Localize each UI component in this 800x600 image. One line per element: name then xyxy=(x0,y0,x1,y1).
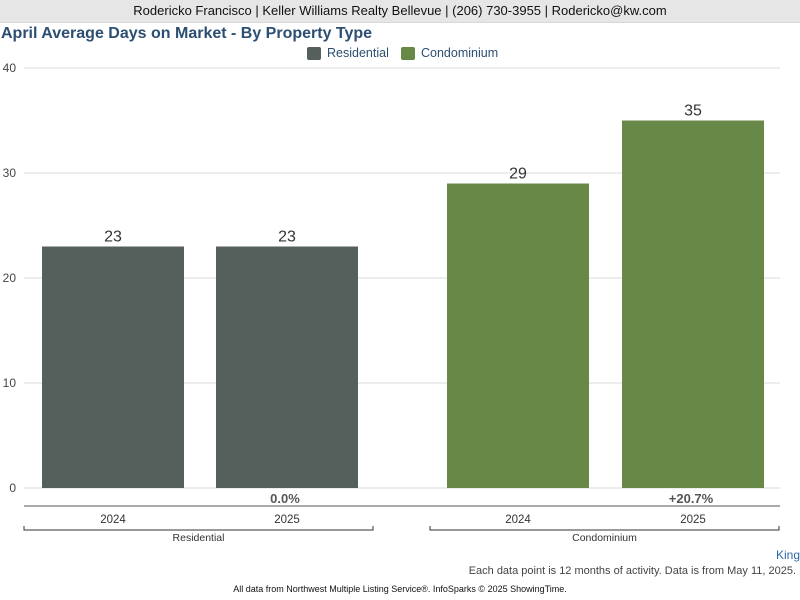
bar xyxy=(216,246,358,488)
y-tick-label: 0 xyxy=(9,481,16,495)
group-bracket xyxy=(23,526,374,531)
bar-value-label: 23 xyxy=(104,229,122,246)
bar-value-label: 23 xyxy=(278,229,296,246)
group-label: Residential xyxy=(173,532,225,544)
group-label: Condominium xyxy=(572,532,637,544)
y-tick-label: 20 xyxy=(3,271,17,285)
y-tick-label: 40 xyxy=(3,61,17,75)
y-tick-label: 30 xyxy=(3,166,17,180)
chart-title: April Average Days on Market - By Proper… xyxy=(1,25,373,42)
legend-swatch-condominium xyxy=(401,46,415,60)
legend-label-residential: Residential xyxy=(327,46,389,60)
legend-item-condominium[interactable]: Condominium xyxy=(401,46,498,60)
x-tick-label: 2025 xyxy=(680,514,706,526)
x-tick-label: 2025 xyxy=(274,514,300,526)
data-note: Each data point is 12 months of activity… xyxy=(468,565,796,577)
y-tick-label: 10 xyxy=(3,376,17,390)
region-label[interactable]: King xyxy=(775,548,800,562)
x-tick-label: 2024 xyxy=(100,514,126,526)
change-label: 0.0% xyxy=(270,491,300,506)
bar xyxy=(622,120,764,488)
x-tick-label: 2024 xyxy=(505,514,531,526)
bar xyxy=(42,246,184,488)
data-source: All data from Northwest Multiple Listing… xyxy=(233,584,567,594)
change-label: +20.7% xyxy=(669,491,714,506)
legend-item-residential[interactable]: Residential xyxy=(307,46,389,60)
legend-label-condominium: Condominium xyxy=(421,46,499,60)
bar-chart: 0 10 20 30 40 23 2024 23 2025 0.0% Residential 29 20… xyxy=(3,61,780,544)
bar-value-label: 29 xyxy=(509,166,527,183)
bar-value-label: 35 xyxy=(684,103,702,120)
bar xyxy=(447,183,589,488)
contact-header: Rodericko Francisco | Keller Williams Re… xyxy=(0,0,800,23)
legend-swatch-residential xyxy=(307,46,321,60)
group-bracket xyxy=(429,526,780,531)
legend: Residential Condominium xyxy=(0,46,800,62)
